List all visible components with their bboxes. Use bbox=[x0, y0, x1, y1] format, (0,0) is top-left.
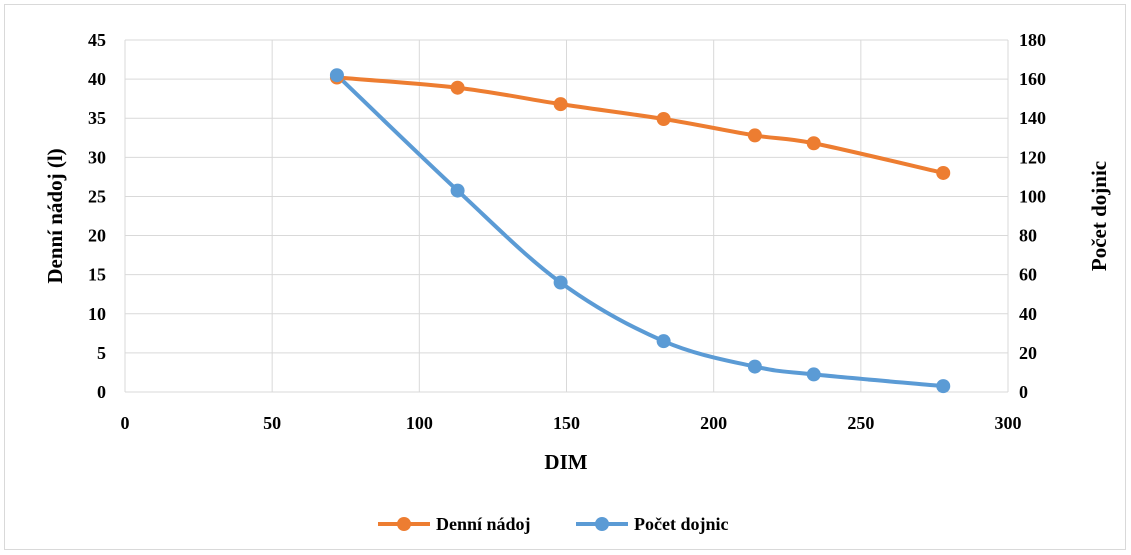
data-point-pocet-dojnic bbox=[450, 183, 465, 198]
x-tick-label: 100 bbox=[406, 413, 433, 433]
y2-tick-label: 0 bbox=[1019, 382, 1028, 402]
data-point-pocet-dojnic bbox=[553, 275, 568, 290]
y2-tick-label: 100 bbox=[1019, 186, 1046, 206]
chart-frame bbox=[4, 4, 1126, 550]
series-line-denni-nadoj bbox=[334, 75, 946, 175]
gridlines bbox=[124, 39, 1009, 393]
y-tick-label: 30 bbox=[88, 147, 106, 167]
legend: Denní nádoj Počet dojnic bbox=[378, 514, 728, 534]
data-point-denni-nadoj bbox=[656, 112, 671, 127]
y-tick-label: 10 bbox=[88, 304, 106, 324]
x-tick-label: 150 bbox=[553, 413, 580, 433]
y-axis-ticks: 0 5 10 15 20 25 30 35 40 45 bbox=[88, 30, 106, 402]
y-tick-label: 35 bbox=[88, 108, 106, 128]
legend-item-pocet-dojnic: Počet dojnic bbox=[576, 514, 728, 534]
legend-marker-pocet-dojnic bbox=[595, 517, 609, 531]
legend-label-pocet-dojnic: Počet dojnic bbox=[634, 514, 728, 534]
data-point-pocet-dojnic bbox=[656, 334, 671, 349]
x-tick-label: 250 bbox=[847, 413, 874, 433]
x-tick-label: 200 bbox=[700, 413, 727, 433]
legend-label-denni-nadoj: Denní nádoj bbox=[436, 514, 531, 534]
y-tick-label: 40 bbox=[88, 69, 106, 89]
series-group bbox=[329, 68, 951, 394]
data-point-pocet-dojnic bbox=[806, 367, 821, 382]
y2-tick-label: 20 bbox=[1019, 343, 1037, 363]
y-tick-label: 0 bbox=[97, 382, 106, 402]
y2-tick-label: 80 bbox=[1019, 226, 1037, 246]
y2-tick-label: 40 bbox=[1019, 304, 1037, 324]
x-tick-label: 50 bbox=[263, 413, 281, 433]
y-axis-title: Denní nádoj (l) bbox=[43, 148, 67, 283]
y2-axis-ticks: 0 20 40 60 80 100 120 140 160 180 bbox=[1019, 30, 1046, 402]
legend-item-denni-nadoj: Denní nádoj bbox=[378, 514, 531, 534]
y2-tick-label: 60 bbox=[1019, 265, 1037, 285]
data-point-denni-nadoj bbox=[553, 97, 568, 112]
y2-tick-label: 120 bbox=[1019, 147, 1046, 167]
data-point-pocet-dojnic bbox=[329, 68, 344, 83]
legend-marker-denni-nadoj bbox=[397, 517, 411, 531]
x-tick-label: 0 bbox=[121, 413, 130, 433]
series-line-pocet-dojnic bbox=[334, 73, 946, 389]
x-axis-ticks: 0 50 100 150 200 250 300 bbox=[121, 413, 1022, 433]
data-point-denni-nadoj bbox=[806, 136, 821, 151]
y-tick-label: 5 bbox=[97, 343, 106, 363]
data-point-denni-nadoj bbox=[450, 80, 465, 95]
x-axis-title: DIM bbox=[544, 450, 587, 474]
y2-tick-label: 140 bbox=[1019, 108, 1046, 128]
y2-axis-title: Počet dojnic bbox=[1087, 161, 1111, 271]
y-tick-label: 15 bbox=[88, 265, 106, 285]
y-tick-label: 20 bbox=[88, 226, 106, 246]
data-point-pocet-dojnic bbox=[936, 379, 951, 394]
data-point-pocet-dojnic bbox=[747, 359, 762, 374]
y2-tick-label: 180 bbox=[1019, 30, 1046, 50]
data-point-denni-nadoj bbox=[936, 165, 951, 180]
y-tick-label: 25 bbox=[88, 186, 106, 206]
x-tick-label: 300 bbox=[995, 413, 1022, 433]
data-point-denni-nadoj bbox=[747, 128, 762, 143]
y-tick-label: 45 bbox=[88, 30, 106, 50]
y2-tick-label: 160 bbox=[1019, 69, 1046, 89]
